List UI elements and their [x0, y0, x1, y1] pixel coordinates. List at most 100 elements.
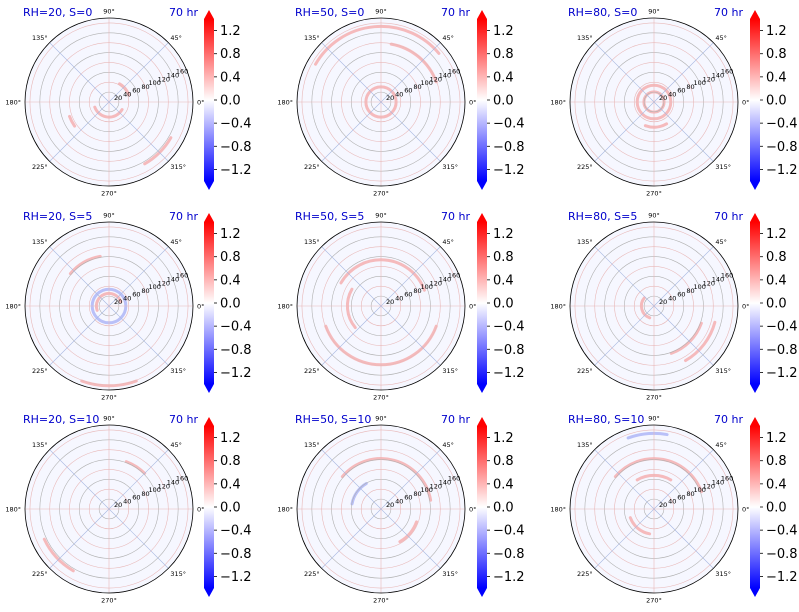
angle-tick-label: 270° — [646, 190, 662, 198]
angle-tick-label: 90° — [648, 212, 660, 220]
colorbar-tick-label: −1.2 — [766, 366, 798, 381]
polar-frame — [296, 424, 466, 594]
radial-tick-label: 20 — [659, 94, 667, 102]
angle-tick-label: 270° — [373, 597, 389, 605]
radial-tick-label: 100 — [693, 486, 705, 494]
radial-tick-label: 140 — [712, 276, 724, 284]
angle-tick-label: 270° — [373, 190, 389, 198]
radial-tick-label: 20 — [386, 94, 394, 102]
polar-panel: 0°45°90°135°180°225°270°315°20 40 60 801001… — [5, 413, 204, 605]
angular-gridline — [380, 42, 441, 103]
colorbar-tick-label: 0.4 — [220, 477, 241, 492]
angle-tick-label: 180° — [5, 506, 21, 514]
panel-title: RH=50, S=5 — [295, 210, 364, 223]
angle-tick-label: 180° — [550, 99, 566, 107]
colorbar-tick-label: 0.0 — [220, 501, 241, 516]
radial-tick-label: 20 — [114, 501, 122, 509]
radial-tick-label: 140 — [439, 276, 451, 284]
radial-tick-label: 100 — [693, 283, 705, 291]
angular-gridline — [49, 246, 110, 307]
angular-gridline — [108, 42, 169, 103]
angular-gridline — [594, 305, 655, 366]
radial-tick-label: 40 — [395, 497, 403, 505]
field-feature — [389, 42, 438, 84]
colorbar-extend-bottom — [750, 181, 760, 190]
radial-tick-label: 80 — [141, 287, 149, 295]
angle-tick-label: 0° — [469, 99, 476, 107]
colorbar-tick-label: 0.4 — [493, 273, 514, 288]
angle-tick-label: 315° — [442, 570, 458, 578]
colorbar-extend-bottom — [204, 588, 214, 597]
colorbar-extend-bottom — [204, 181, 214, 190]
colorbar-tick-label: −0.4 — [220, 320, 252, 335]
angle-tick-label: 45° — [715, 441, 727, 449]
angle-tick-label: 45° — [442, 441, 454, 449]
angle-tick-label: 315° — [715, 163, 731, 171]
radial-tick-label: 120 — [158, 75, 170, 83]
colorbar-tick-label: −0.8 — [493, 547, 525, 562]
radial-tick-label: 100 — [148, 79, 160, 87]
polar-panel: 0°45°90°135°180°225°270°315°20 40 60 801001… — [550, 6, 749, 198]
colorbar-tick-label: 1.2 — [493, 227, 514, 242]
colorbar-tick-label: 0.8 — [220, 454, 241, 469]
colorbar-tick-label: −0.8 — [220, 343, 252, 358]
colorbar-tick-label: 1.2 — [766, 24, 787, 39]
angular-gridline — [380, 246, 441, 307]
angle-tick-label: 0° — [197, 506, 204, 514]
colorbar-extend-bottom — [204, 384, 214, 393]
colorbar-tick-label: 0.8 — [493, 250, 514, 265]
angle-tick-label: 180° — [5, 99, 21, 107]
angle-tick-label: 0° — [742, 303, 749, 311]
polar-frame — [569, 17, 739, 187]
colorbar: 1.2 0.8 0.4 0.0 −0.4 −0.8 −1.2 — [750, 417, 798, 597]
colorbar-tick-label: 0.4 — [493, 70, 514, 85]
radial-tick-label: 160 — [448, 475, 460, 483]
angular-gridline — [49, 42, 110, 103]
angular-gridline — [108, 246, 169, 307]
radial-tick-label: 120 — [158, 482, 170, 490]
angular-gridline — [321, 246, 382, 307]
radial-tick-label: 40 — [123, 90, 131, 98]
radial-tick-label: 120 — [703, 75, 715, 83]
field-feature — [628, 516, 652, 536]
radial-tick-label: 140 — [439, 72, 451, 80]
polar-panel: 0°45°90°135°180°225°270°315°20 40 60 801001… — [5, 6, 204, 198]
colorbar-gradient — [750, 426, 760, 588]
colorbar-extend-bottom — [477, 181, 487, 190]
colorbar-gradient — [204, 19, 214, 181]
radial-tick-label: 40 — [123, 497, 131, 505]
radial-tick-label: 20 — [114, 298, 122, 306]
radial-tick-label: 160 — [176, 272, 188, 280]
radial-tick-label: 140 — [439, 479, 451, 487]
colorbar-tick-label: −1.2 — [766, 163, 798, 178]
radial-tick-label: 160 — [448, 68, 460, 76]
angle-tick-label: 225° — [32, 570, 48, 578]
angular-gridline — [594, 101, 655, 162]
panel-title: RH=80, S=10 — [568, 413, 644, 426]
polar-panel: 0°45°90°135°180°225°270°315°20 40 60 801001… — [277, 413, 476, 605]
angular-gridline — [653, 305, 714, 366]
radial-tick-label: 60 — [677, 494, 685, 502]
field-feature — [340, 457, 433, 502]
colorbar-tick-label: 1.2 — [766, 227, 787, 242]
radial-tick-label: 60 — [677, 291, 685, 299]
angular-gridline — [108, 508, 169, 569]
panel-title: RH=80, S=0 — [568, 6, 637, 19]
colorbar-tick-label: 0.4 — [220, 273, 241, 288]
angle-tick-label: 135° — [32, 34, 48, 42]
angular-gridline — [594, 246, 655, 307]
angle-tick-label: 180° — [277, 506, 293, 514]
colorbar-tick-label: 0.0 — [493, 94, 514, 109]
angle-tick-label: 315° — [442, 367, 458, 375]
colorbar-tick-label: −1.2 — [220, 570, 252, 585]
angle-tick-label: 0° — [469, 303, 476, 311]
colorbar-tick-label: −0.8 — [493, 343, 525, 358]
angular-gridline — [108, 449, 169, 510]
polar-frame — [569, 221, 739, 391]
radial-tick-label: 20 — [114, 94, 122, 102]
colorbar: 1.2 0.8 0.4 0.0 −0.4 −0.8 −1.2 — [750, 213, 798, 393]
colorbar-tick-label: −0.4 — [493, 320, 525, 335]
colorbar-tick-label: −0.4 — [766, 117, 798, 132]
angle-tick-label: 225° — [577, 163, 593, 171]
angle-tick-label: 45° — [715, 34, 727, 42]
